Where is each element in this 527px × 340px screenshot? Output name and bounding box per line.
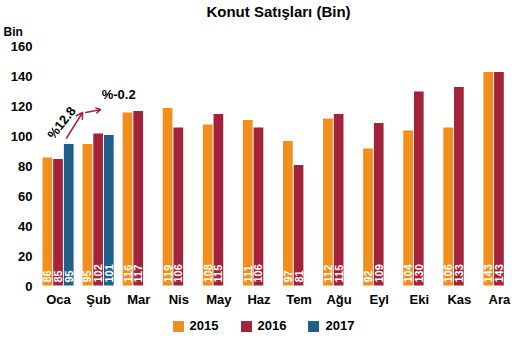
svg-text:106: 106 (172, 264, 184, 282)
svg-text:133: 133 (453, 264, 465, 282)
svg-text:Eyl: Eyl (369, 292, 389, 307)
html-text:2016: 2016 (257, 317, 287, 333)
svg-text:95: 95 (81, 270, 94, 283)
svg-text:80: 80 (18, 159, 32, 174)
svg-text:95: 95 (63, 270, 75, 282)
svg-text:108: 108 (201, 264, 214, 283)
svg-text:81: 81 (293, 270, 305, 282)
svg-text:Haz: Haz (247, 292, 271, 307)
svg-text:85: 85 (52, 270, 65, 283)
svg-text:92: 92 (362, 270, 374, 283)
svg-text:97: 97 (281, 270, 294, 283)
svg-text:Oca: Oca (46, 292, 71, 307)
svg-text:143: 143 (482, 264, 495, 283)
svg-text:0: 0 (25, 279, 32, 294)
svg-text:Kas: Kas (447, 292, 471, 307)
svg-text:102: 102 (92, 264, 105, 283)
svg-text:111: 111 (241, 265, 254, 283)
svg-text:Tem: Tem (286, 292, 312, 307)
svg-text:109: 109 (373, 264, 385, 282)
svg-text:106: 106 (442, 264, 455, 283)
svg-text:115: 115 (212, 265, 224, 283)
svg-text:106: 106 (252, 264, 264, 282)
svg-text:Nis: Nis (169, 292, 189, 307)
html-text:2017: 2017 (325, 317, 355, 333)
svg-text:119: 119 (161, 264, 174, 283)
svg-text:40: 40 (18, 219, 32, 234)
svg-text:101: 101 (103, 264, 115, 282)
svg-text:140: 140 (11, 69, 33, 84)
svg-text:116: 116 (121, 264, 134, 283)
svg-text:100: 100 (11, 129, 33, 144)
svg-text:130: 130 (413, 264, 425, 282)
svg-text:120: 120 (11, 99, 33, 114)
svg-text:117: 117 (132, 265, 144, 283)
svg-text:%12.8: %12.8 (44, 104, 79, 142)
html-text:2015: 2015 (189, 317, 219, 333)
html-text:Konut Satışları (Bin): Konut Satışları (Bin) (206, 3, 351, 20)
svg-text:20: 20 (18, 249, 32, 264)
svg-text:Eki: Eki (410, 292, 430, 307)
svg-text:Bin: Bin (4, 25, 23, 39)
svg-text:Mar: Mar (127, 292, 150, 307)
svg-text:%-0.2: %-0.2 (102, 87, 136, 102)
svg-text:115: 115 (333, 265, 345, 283)
svg-text:60: 60 (18, 189, 32, 204)
svg-text:Ağu: Ağu (326, 292, 351, 307)
svg-text:Şub: Şub (86, 292, 111, 307)
svg-text:112: 112 (322, 264, 334, 283)
svg-text:104: 104 (402, 264, 415, 283)
svg-text:160: 160 (11, 39, 33, 54)
svg-text:86: 86 (41, 270, 54, 283)
svg-text:Ara: Ara (489, 292, 511, 307)
svg-text:May: May (206, 292, 232, 307)
svg-text:143: 143 (493, 264, 505, 282)
